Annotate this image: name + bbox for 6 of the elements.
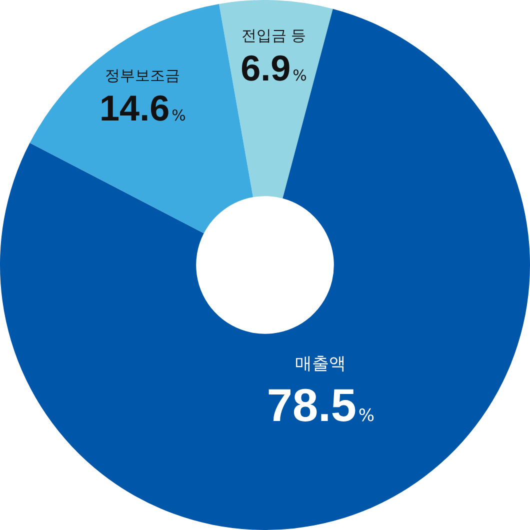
data-label: 14.6%: [100, 87, 186, 128]
slice-label: 매출액: [295, 354, 346, 374]
slice-label: 전입금 등: [241, 26, 306, 44]
data-label: 6.9%: [240, 47, 307, 88]
slice-label: 정부보조금: [105, 66, 180, 84]
data-label: 78.5%: [266, 379, 375, 432]
